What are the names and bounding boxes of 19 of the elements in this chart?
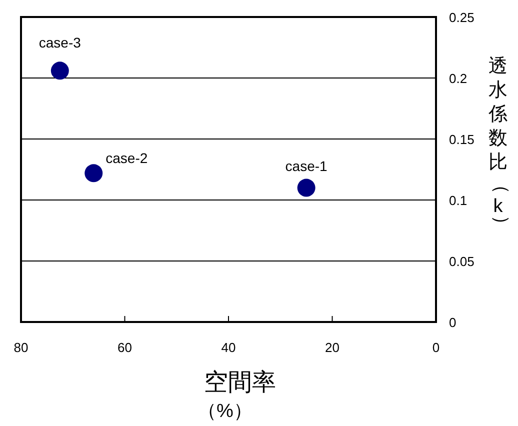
y-tick-label: 0.2 (449, 71, 468, 86)
x-tick-label: 20 (325, 340, 340, 355)
y-axis-title: 透水係数比（k） (488, 56, 512, 234)
annotation: case-3 (38, 34, 82, 51)
y-tick-label: 0.25 (449, 10, 474, 25)
y-tick-label: 0.1 (449, 193, 468, 208)
x-tick-label: 60 (118, 340, 132, 355)
point (50, 62, 69, 80)
y-tick-label: 0.15 (449, 132, 474, 147)
point (84, 164, 103, 182)
x-tick-label: 80 (14, 340, 28, 355)
point (297, 178, 316, 197)
x-axis-title: 空間率（%） (198, 369, 276, 422)
x-tick-label: 0 (432, 340, 440, 355)
y-tick-label: 0 (449, 315, 456, 330)
annotation: case-2 (106, 150, 148, 166)
annotation: case-1 (285, 158, 328, 174)
x-tick-label: 40 (221, 340, 236, 355)
y-tick-label: 0.05 (449, 254, 474, 269)
